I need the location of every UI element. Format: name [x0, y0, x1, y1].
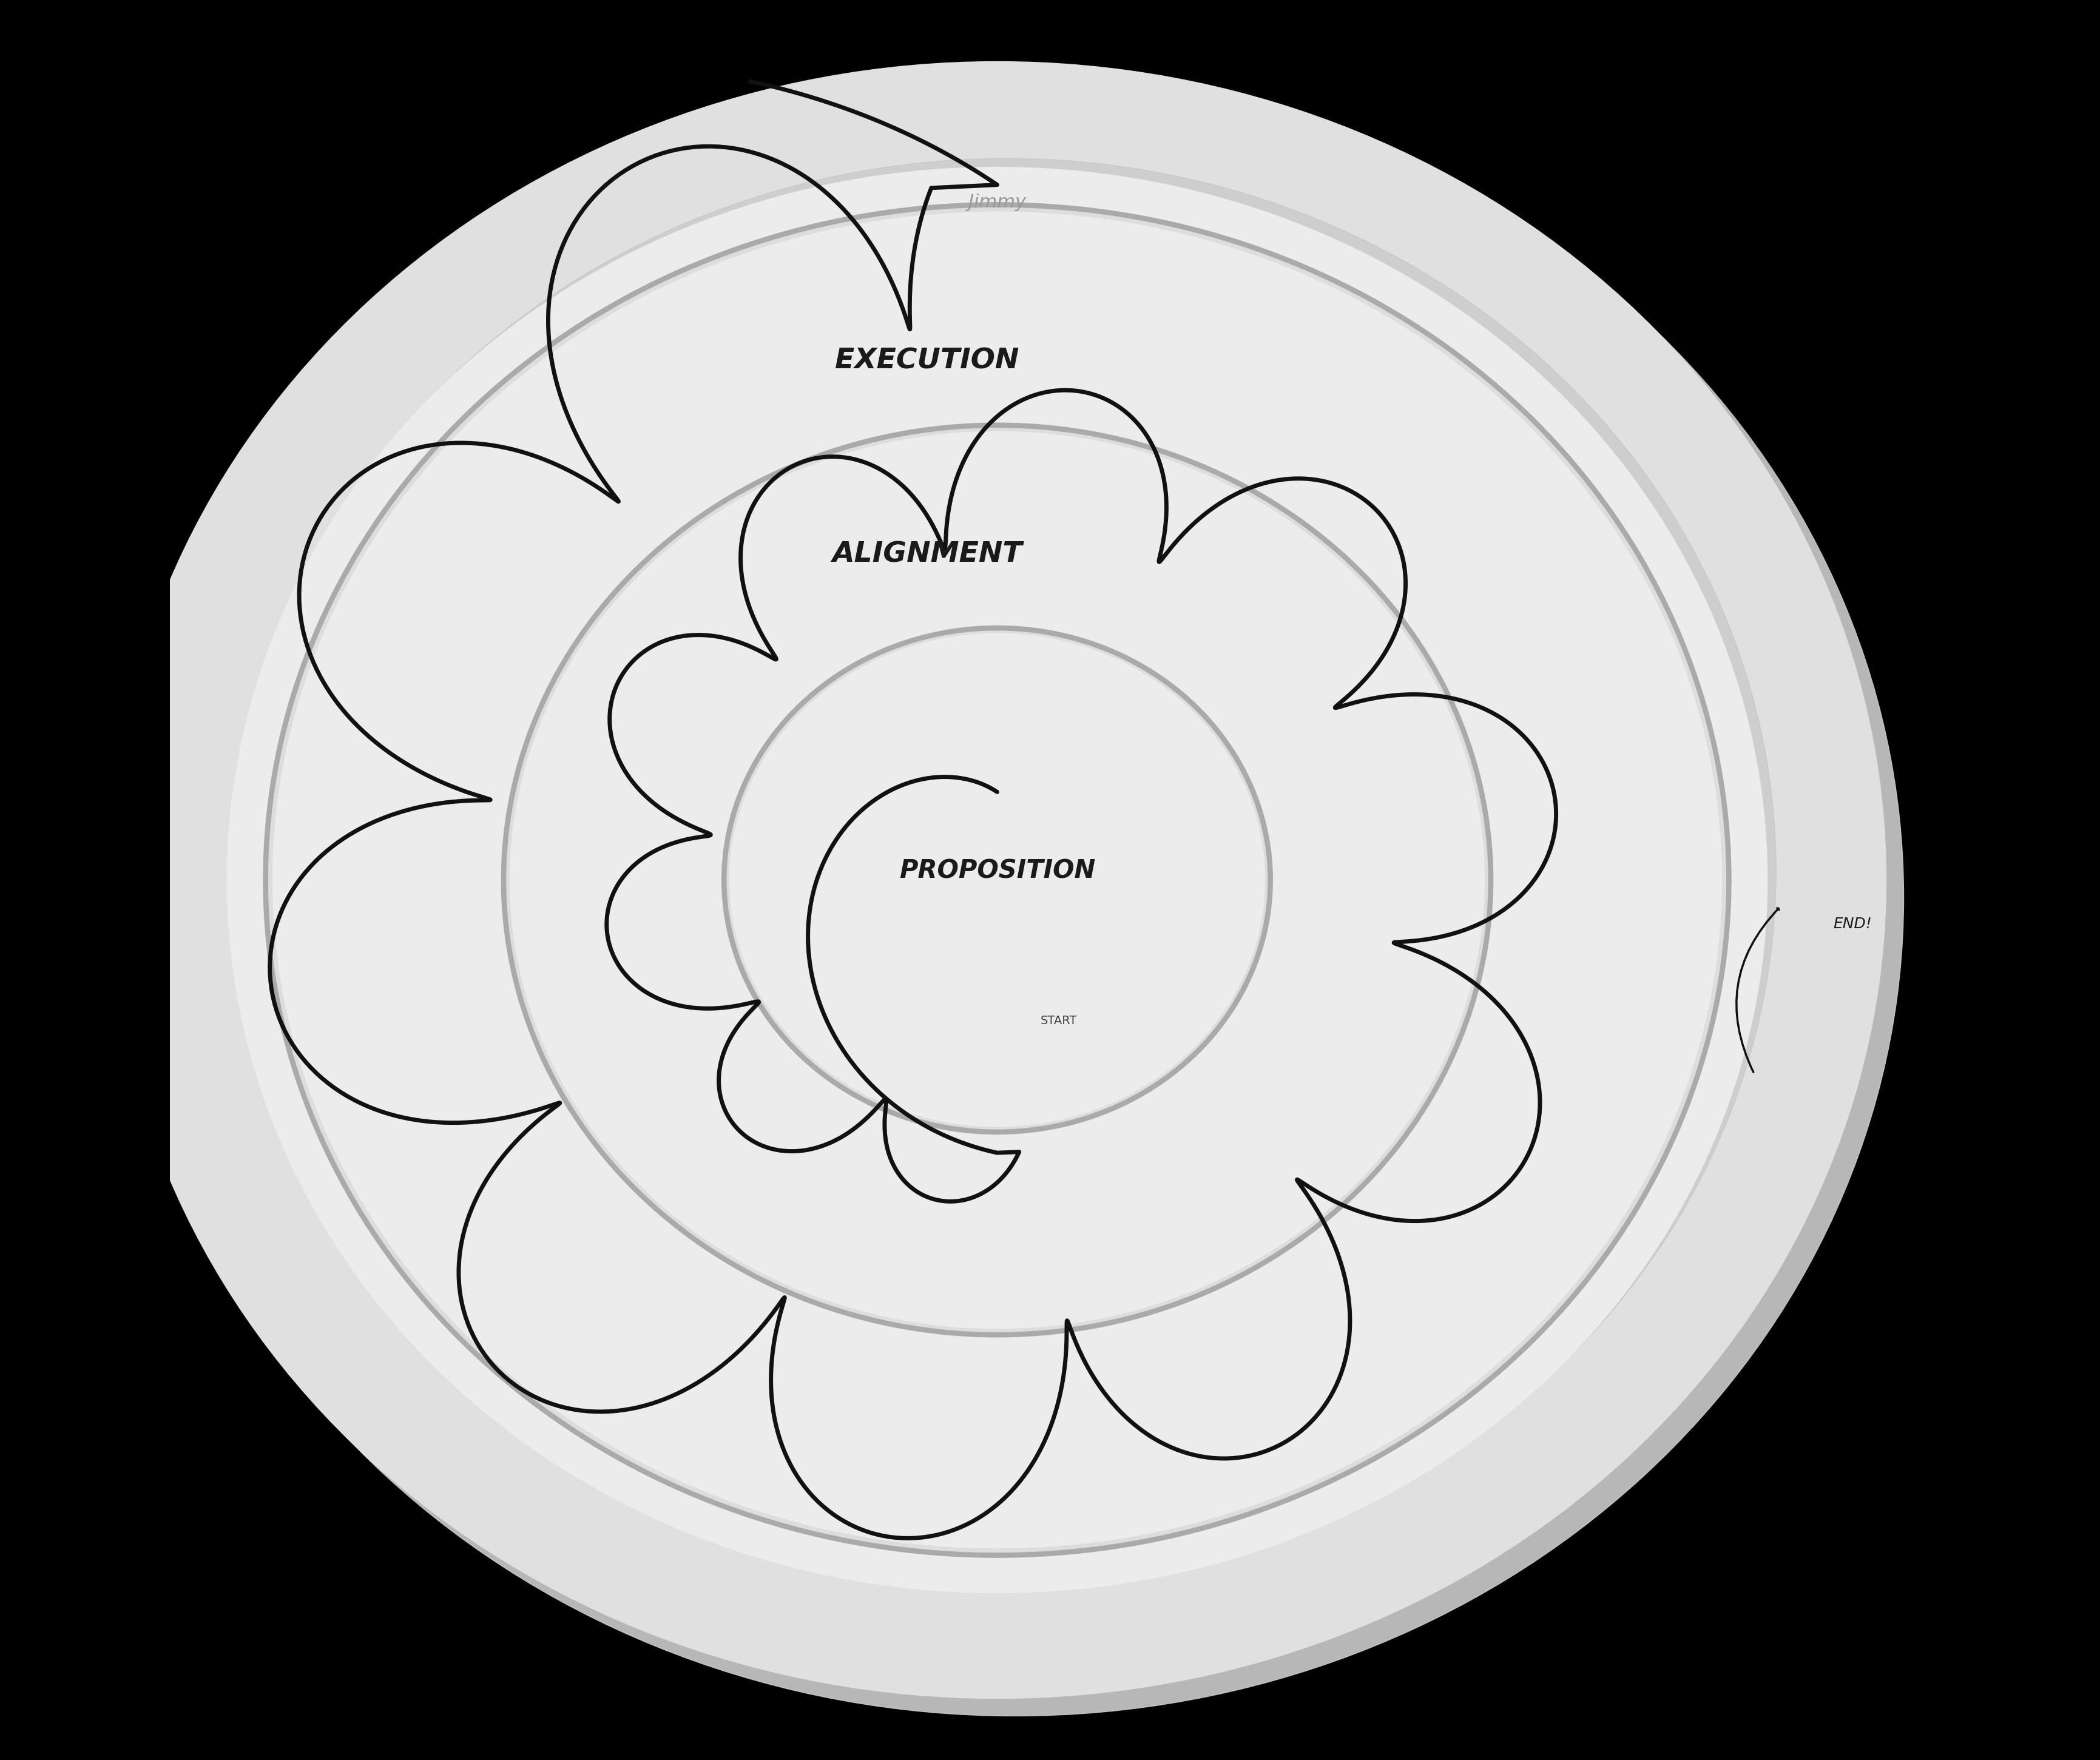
Text: EXECUTION: EXECUTION	[834, 347, 1018, 375]
Text: END!: END!	[1833, 917, 1871, 931]
Ellipse shape	[109, 62, 1886, 1698]
Ellipse shape	[227, 167, 1768, 1593]
Text: ALIGNMENT: ALIGNMENT	[832, 540, 1023, 568]
Text: START: START	[1040, 1016, 1077, 1026]
Ellipse shape	[235, 158, 1777, 1584]
Ellipse shape	[126, 79, 1905, 1716]
Text: Jimmy: Jimmy	[968, 194, 1027, 211]
Text: PROPOSITION: PROPOSITION	[899, 859, 1096, 884]
